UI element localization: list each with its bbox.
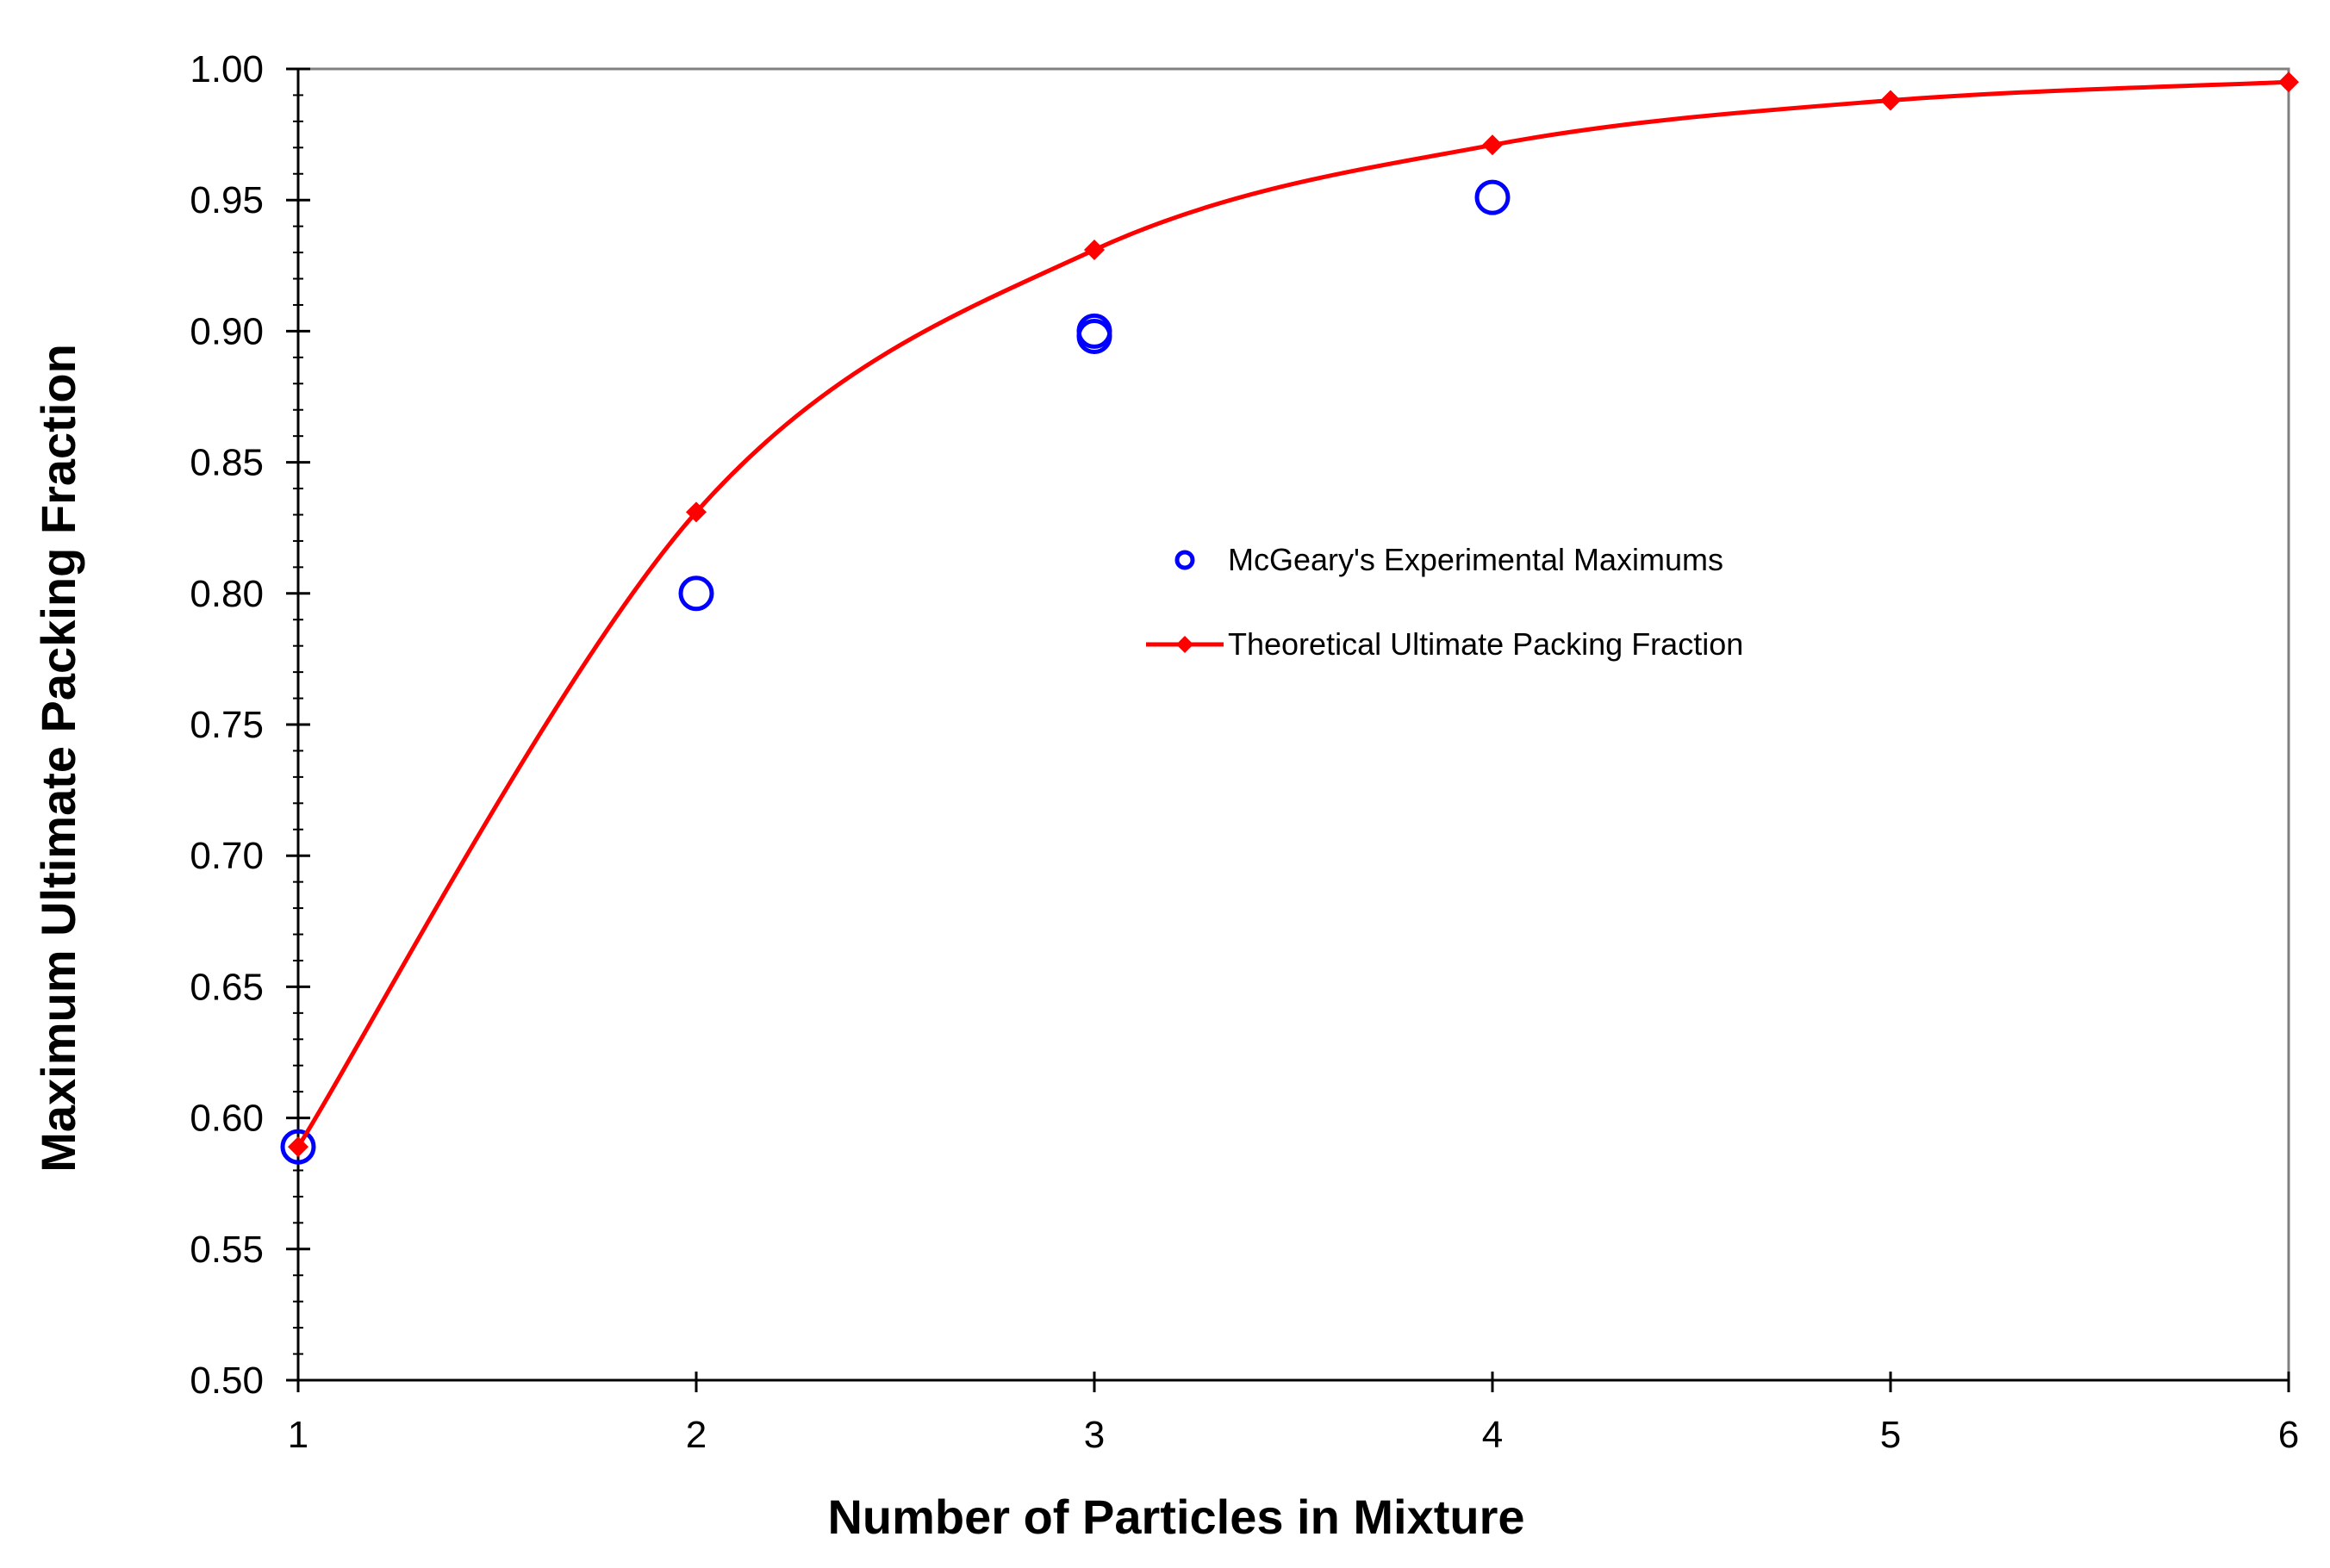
series-layer: [280, 72, 2299, 1165]
x-tick-label: 3: [1084, 1414, 1105, 1456]
x-axis-ticks: 1 2 3 4 5 6: [288, 1372, 2299, 1456]
y-tick-label: 1.00: [190, 48, 264, 90]
theoretical-point: [1084, 240, 1105, 261]
legend-marker-experimental: [1174, 550, 1195, 570]
x-tick-label: 1: [288, 1414, 308, 1456]
experimental-point: [678, 576, 714, 612]
y-axis-ticks: 0.50 0.55 0.60 0.65 0.70 0.75 0.80 0.85 0.90 0.95…: [190, 48, 310, 1402]
theoretical-line: [296, 79, 2290, 1148]
y-tick-label: 0.85: [190, 442, 264, 484]
x-tick-label: 4: [1482, 1414, 1503, 1456]
x-tick-label: 5: [1880, 1414, 1901, 1456]
legend-label-experimental: McGeary's Experimental Maximums: [1228, 542, 1723, 577]
y-tick-label: 0.50: [190, 1360, 264, 1402]
plot-frame: [296, 67, 2290, 1382]
y-tick-label: 0.90: [190, 310, 264, 352]
legend-label-theoretical: Theoretical Ultimate Packing Fraction: [1228, 626, 1743, 662]
theoretical-point: [686, 501, 707, 523]
x-tick-label: 2: [686, 1414, 707, 1456]
theoretical-point: [1880, 90, 1901, 111]
legend: McGeary's Experimental Maximums Theoretic…: [1146, 542, 1743, 662]
y-tick-label: 0.60: [190, 1098, 264, 1140]
experimental-point: [1474, 179, 1511, 215]
y-tick-label: 0.75: [190, 704, 264, 746]
theoretical-point: [1482, 134, 1503, 156]
y-tick-label: 0.70: [190, 835, 264, 877]
x-axis-title: Number of Particles in Mixture: [827, 1490, 1524, 1544]
y-tick-label: 0.95: [190, 179, 264, 221]
plot-area-border: [296, 67, 2290, 1382]
theoretical-point: [2278, 72, 2299, 93]
experimental-point: [1076, 318, 1112, 354]
y-tick-label: 0.80: [190, 573, 264, 615]
experimental-point: [280, 1129, 316, 1165]
y-axis-title: Maximum Ultimate Packing Fraction: [31, 344, 85, 1173]
y-tick-label: 0.65: [190, 966, 264, 1008]
y-tick-label: 0.55: [190, 1229, 264, 1271]
theoretical-point: [288, 1136, 308, 1158]
x-tick-label: 6: [2278, 1414, 2299, 1456]
legend-marker-theoretical: [1176, 636, 1193, 653]
